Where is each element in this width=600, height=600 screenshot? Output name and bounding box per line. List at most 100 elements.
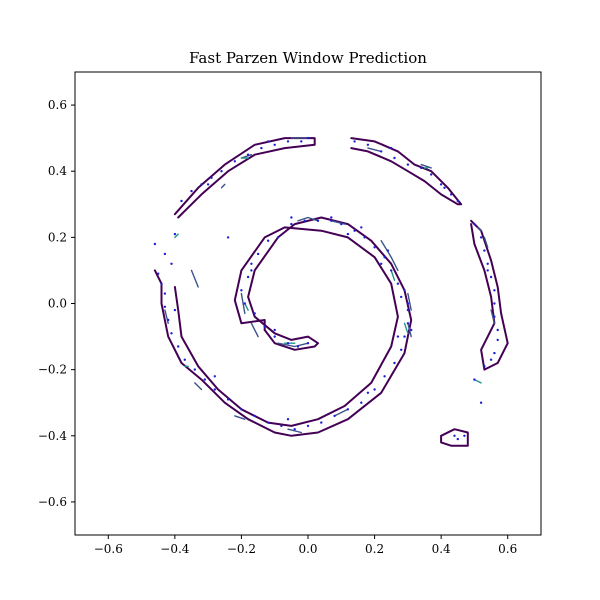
data-point — [396, 335, 400, 338]
x-tick-label: 0.2 — [365, 542, 384, 556]
contour-mid — [287, 428, 302, 434]
data-point — [266, 421, 270, 424]
y-tick-label: 0.2 — [48, 230, 67, 244]
contour-mid — [333, 408, 349, 417]
contour-mid — [234, 415, 246, 420]
x-tick-label: 0.6 — [498, 542, 517, 556]
contour-mid — [220, 183, 226, 189]
contour-outer — [350, 137, 463, 206]
data-point — [246, 153, 250, 156]
data-point — [346, 408, 350, 411]
data-point — [439, 183, 443, 186]
data-point — [177, 345, 180, 348]
data-point — [333, 414, 336, 418]
contour-mid — [164, 309, 169, 324]
contour-layer — [153, 137, 509, 447]
contour-inner — [174, 233, 179, 239]
data-point — [273, 143, 276, 146]
contour-mid — [330, 220, 346, 225]
data-point — [206, 183, 210, 186]
y-tick-label: 0.0 — [48, 297, 67, 311]
data-point — [210, 176, 213, 179]
data-point — [316, 219, 320, 222]
data-point — [256, 252, 260, 256]
data-point — [253, 312, 256, 315]
data-point — [173, 308, 177, 312]
data-point — [203, 378, 206, 381]
data-point — [360, 226, 363, 229]
data-point — [393, 156, 396, 160]
data-point — [213, 388, 216, 391]
data-point — [330, 219, 333, 222]
chart-title: Fast Parzen Window Prediction — [189, 49, 427, 67]
data-point — [479, 236, 483, 239]
data-point — [486, 262, 489, 265]
point-layer — [153, 136, 499, 441]
data-point — [170, 262, 173, 265]
data-point — [250, 269, 253, 272]
data-point — [226, 398, 230, 401]
y-tick-label: −0.4 — [38, 429, 68, 443]
data-point — [273, 328, 276, 332]
data-point — [453, 434, 456, 437]
data-point — [493, 351, 496, 355]
data-point — [290, 222, 293, 226]
data-point — [306, 424, 310, 428]
data-point — [266, 140, 270, 143]
data-point — [403, 289, 406, 292]
data-point — [260, 146, 263, 150]
data-point — [489, 358, 493, 361]
data-point — [380, 262, 383, 265]
data-point — [473, 222, 476, 226]
data-point — [286, 342, 290, 345]
data-point — [496, 328, 499, 332]
data-point — [493, 315, 496, 318]
data-point — [160, 282, 163, 285]
data-point — [366, 391, 370, 394]
data-point — [456, 199, 459, 203]
data-point — [200, 183, 203, 186]
data-point — [180, 199, 183, 203]
data-point — [430, 173, 433, 176]
contour-inner — [473, 378, 482, 384]
data-point — [340, 222, 343, 226]
contour-outer — [173, 226, 399, 427]
data-point — [233, 160, 236, 163]
contour-inner — [390, 269, 396, 281]
data-point — [163, 252, 167, 256]
data-point — [353, 229, 356, 232]
data-point — [410, 328, 413, 332]
data-point — [366, 143, 370, 146]
data-point — [306, 342, 310, 345]
data-point — [393, 361, 396, 365]
contour-outer — [470, 219, 509, 371]
data-point — [240, 289, 243, 292]
data-point — [406, 322, 410, 325]
contour-mid — [490, 309, 496, 324]
data-point — [396, 282, 400, 285]
data-point — [253, 414, 256, 418]
data-point — [306, 136, 310, 140]
data-point — [390, 269, 393, 272]
contour-mid — [277, 342, 309, 348]
data-point — [290, 216, 293, 219]
contour-outer — [173, 137, 316, 219]
data-point — [390, 146, 393, 150]
contour-mid — [483, 236, 489, 248]
contour-mid — [420, 163, 432, 169]
data-point — [493, 302, 496, 305]
data-point — [246, 275, 250, 279]
data-point — [403, 335, 406, 338]
data-point — [193, 368, 196, 371]
contour-mid — [250, 322, 259, 338]
data-point — [320, 421, 323, 424]
data-point — [443, 186, 446, 189]
data-point — [213, 375, 216, 378]
y-tick-label: 0.4 — [48, 164, 67, 178]
data-point — [183, 358, 186, 361]
data-point — [173, 232, 177, 236]
contour-mid — [380, 240, 399, 272]
data-point — [449, 193, 453, 196]
data-point — [273, 335, 276, 338]
